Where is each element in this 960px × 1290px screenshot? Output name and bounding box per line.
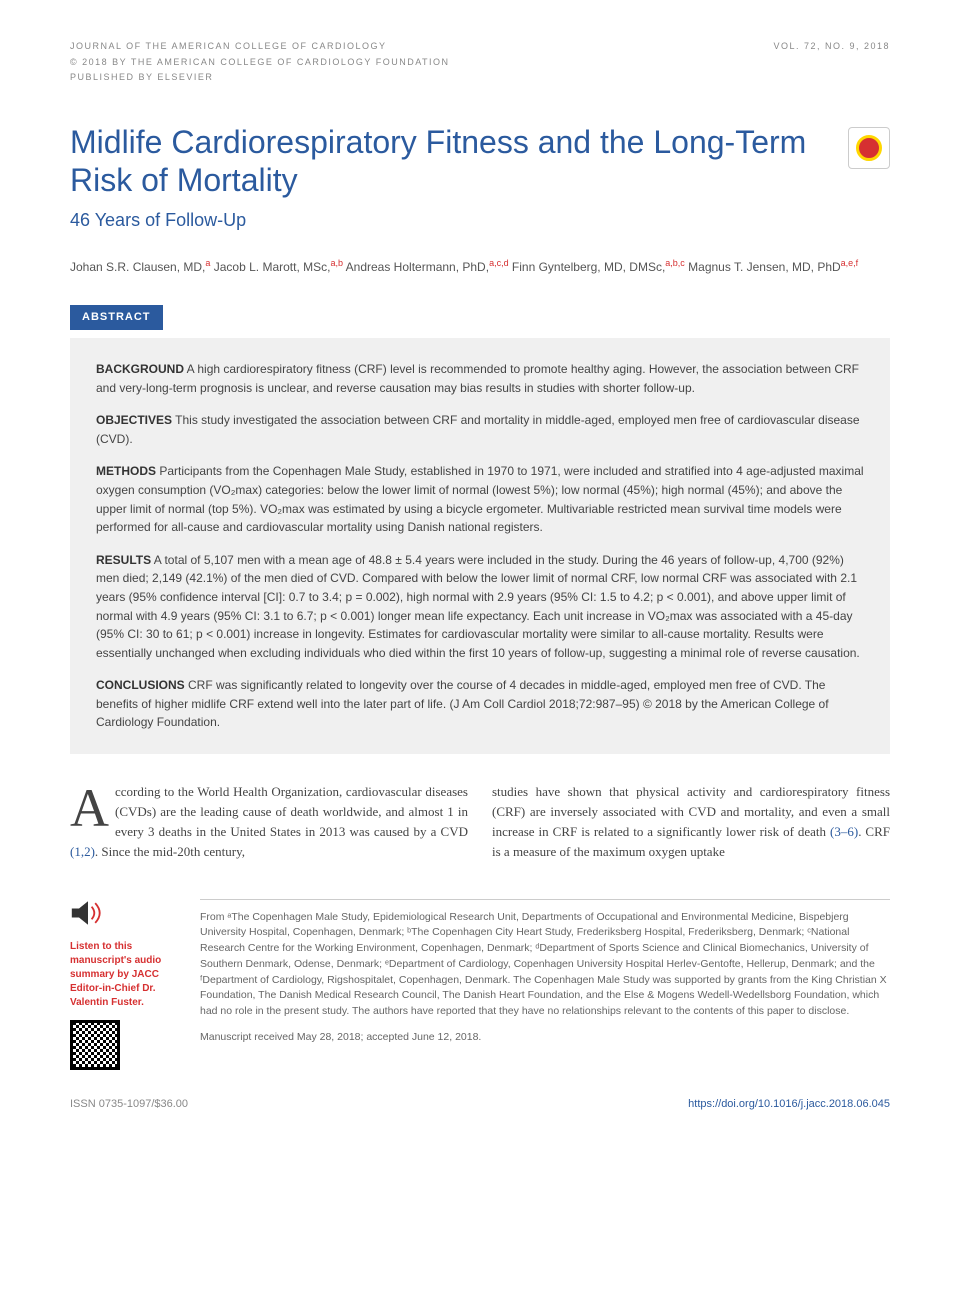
results-label: RESULTS <box>96 553 151 567</box>
speaker-icon <box>70 899 106 927</box>
manuscript-dates: Manuscript received May 28, 2018; accept… <box>200 1030 890 1046</box>
publisher-line: PUBLISHED BY ELSEVIER <box>70 71 890 85</box>
copyright-line: © 2018 BY THE AMERICAN COLLEGE OF CARDIO… <box>70 56 890 70</box>
issn: ISSN 0735-1097/$36.00 <box>70 1096 188 1113</box>
qr-code[interactable] <box>70 1020 120 1070</box>
results-text: A total of 5,107 men with a mean age of … <box>96 553 860 660</box>
audio-sidebar: Listen to this manuscript's audio summar… <box>70 899 180 1071</box>
body-column-left: According to the World Health Organizati… <box>70 782 468 863</box>
body-column-right: studies have shown that physical activit… <box>492 782 890 863</box>
conclusions-label: CONCLUSIONS <box>96 678 185 692</box>
citation-link[interactable]: (1,2) <box>70 844 95 859</box>
citation-link[interactable]: (3–6) <box>830 824 858 839</box>
methods-label: METHODS <box>96 464 156 478</box>
article-subtitle: 46 Years of Follow-Up <box>70 207 890 234</box>
body-columns: According to the World Health Organizati… <box>70 782 890 863</box>
abstract-box: BACKGROUND A high cardiorespiratory fitn… <box>70 338 890 754</box>
conclusions-text: CRF was significantly related to longevi… <box>96 678 829 729</box>
abstract-heading: ABSTRACT <box>70 305 163 330</box>
author-list: Johan S.R. Clausen, MD,a Jacob L. Marott… <box>70 256 890 277</box>
background-label: BACKGROUND <box>96 362 184 376</box>
journal-name: JOURNAL OF THE AMERICAN COLLEGE OF CARDI… <box>70 40 387 54</box>
crossmark-icon <box>856 135 882 161</box>
crossmark-badge[interactable] <box>848 127 890 169</box>
audio-promo-text[interactable]: Listen to this manuscript's audio summar… <box>70 940 180 1010</box>
background-text: A high cardiorespiratory fitness (CRF) l… <box>96 362 859 395</box>
article-title: Midlife Cardiorespiratory Fitness and th… <box>70 123 828 200</box>
objectives-label: OBJECTIVES <box>96 413 172 427</box>
affiliations-block: From ᵃThe Copenhagen Male Study, Epidemi… <box>200 899 890 1071</box>
affiliations-text: From ᵃThe Copenhagen Male Study, Epidemi… <box>200 910 890 1020</box>
col1-tail: . Since the mid-20th century, <box>95 844 245 859</box>
doi-link[interactable]: https://doi.org/10.1016/j.jacc.2018.06.0… <box>688 1096 890 1113</box>
objectives-text: This study investigated the association … <box>96 413 860 446</box>
methods-text: Participants from the Copenhagen Male St… <box>96 464 864 534</box>
dropcap: A <box>70 786 109 832</box>
issue-info: VOL. 72, NO. 9, 2018 <box>773 40 890 54</box>
col1-text: ccording to the World Health Organizatio… <box>115 784 468 839</box>
